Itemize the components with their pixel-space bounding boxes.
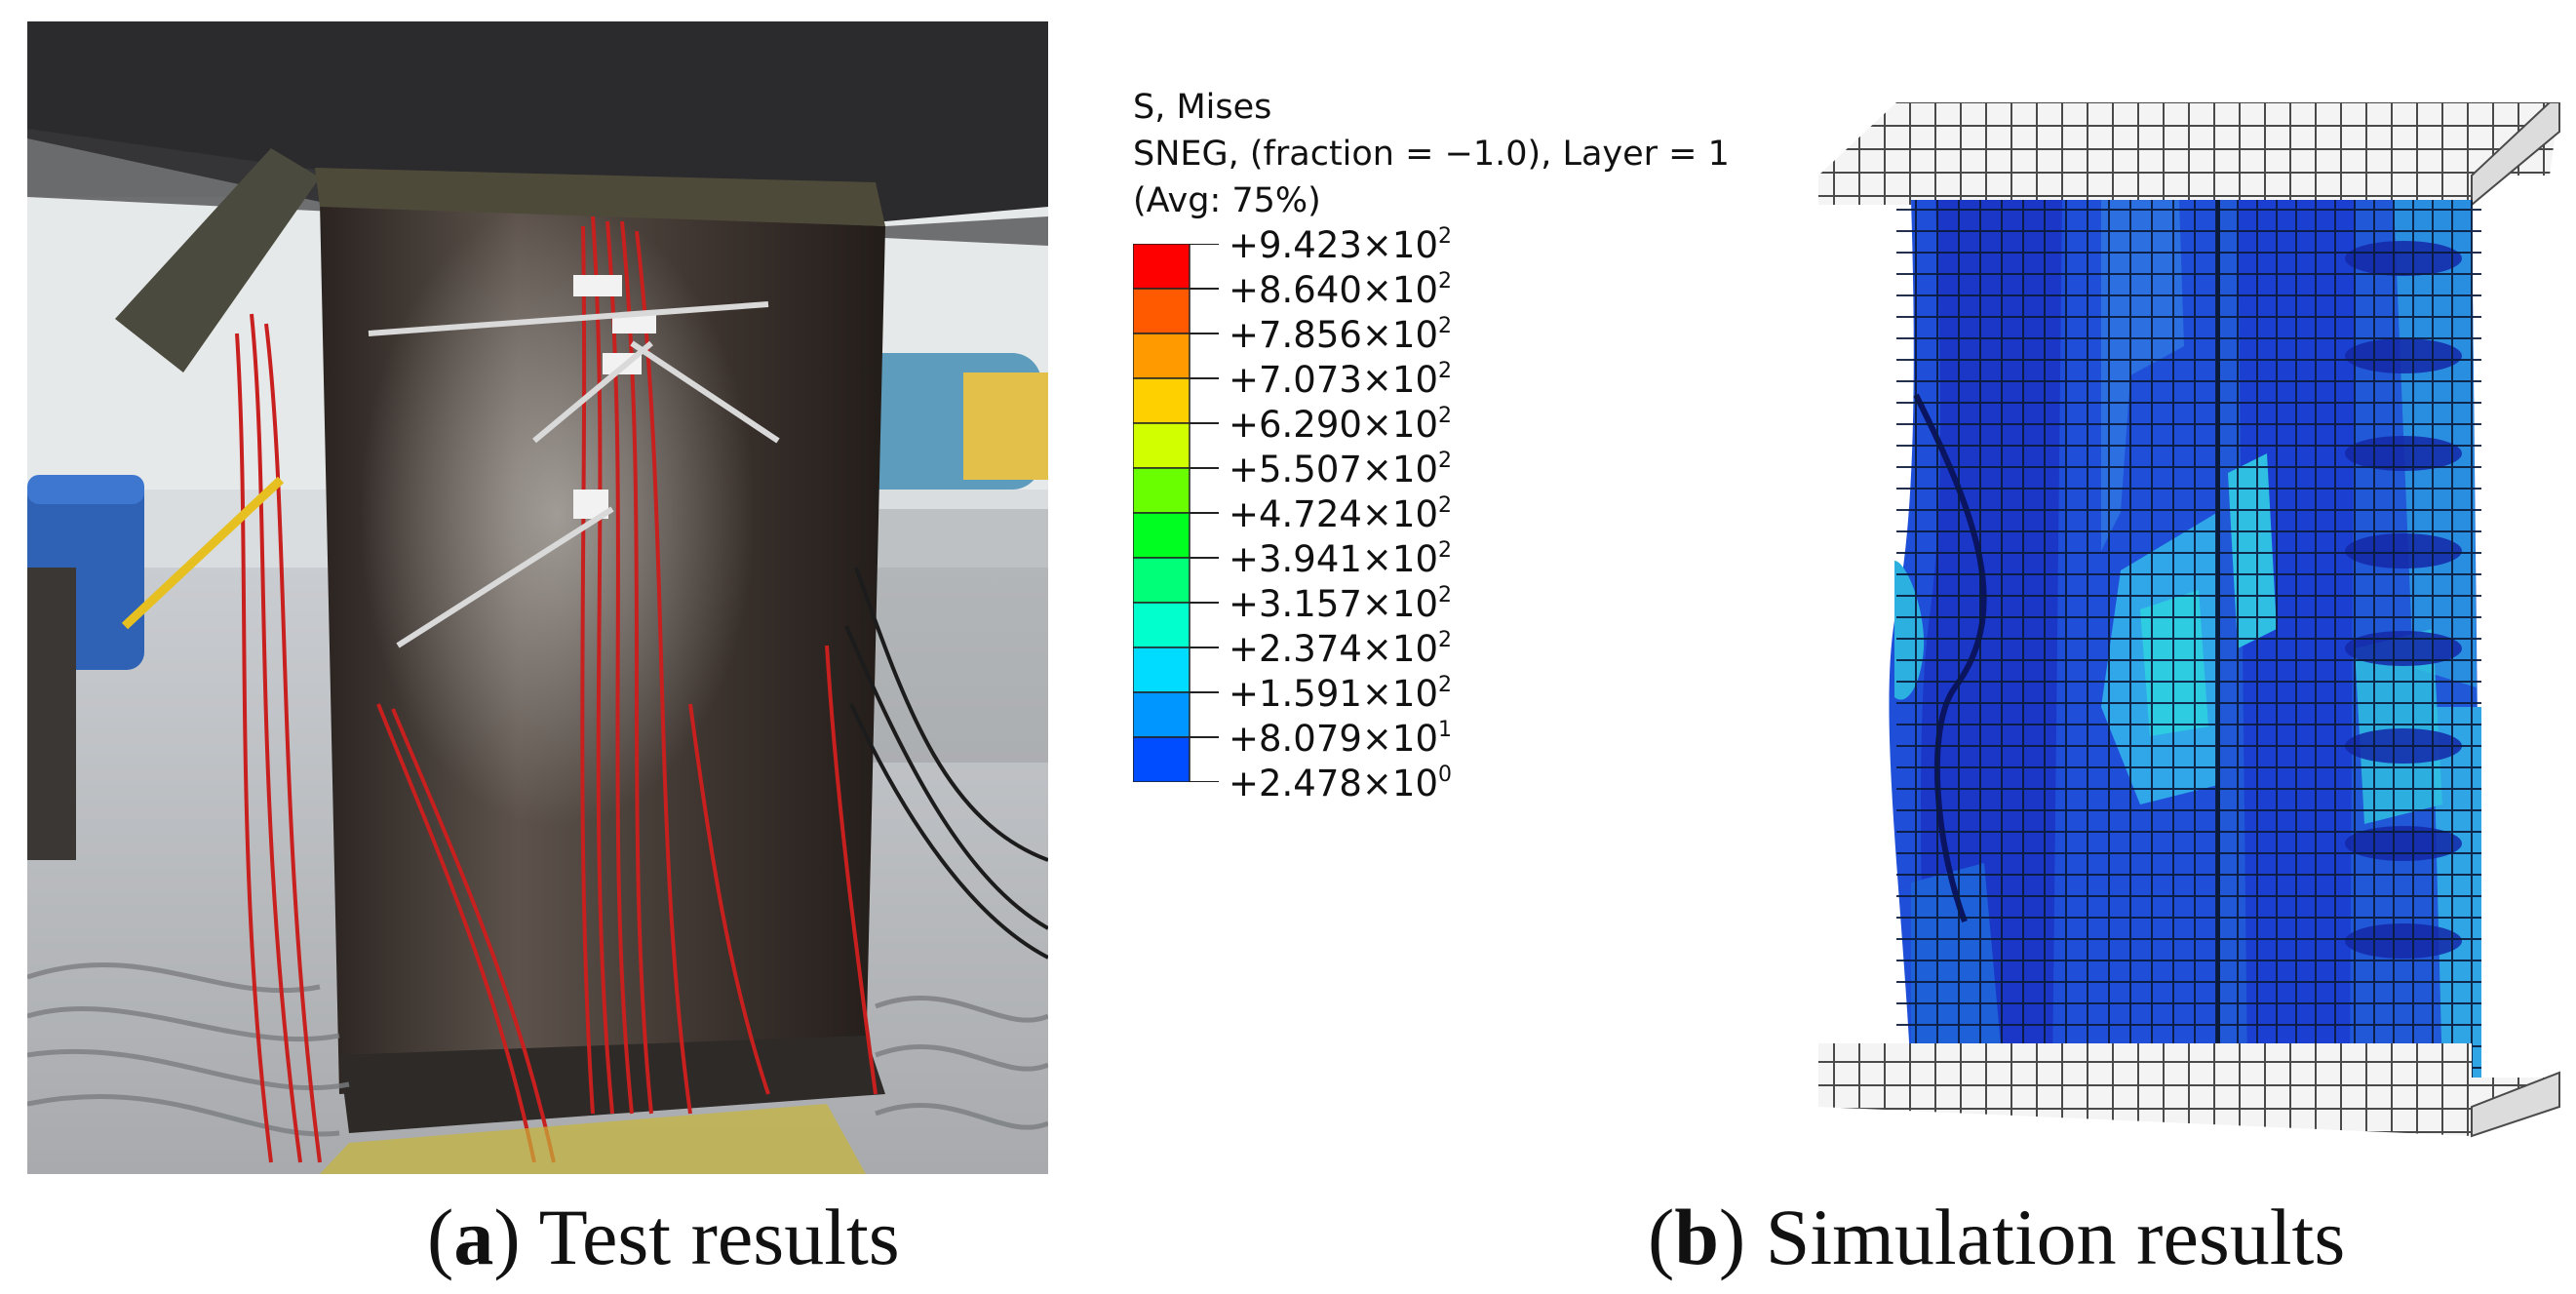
legend-subtitle: SNEG, (fraction = −1.0), Layer = 1	[1133, 135, 1730, 174]
legend-swatch	[1133, 736, 1190, 782]
legend-value: +8.640×102	[1229, 269, 1453, 311]
legend-value: +2.478×100	[1229, 763, 1453, 804]
legend-value: +5.507×102	[1229, 449, 1453, 490]
legend-value: +4.724×102	[1229, 493, 1453, 535]
caption-a-text: Test results	[538, 1193, 900, 1281]
legend-value: +1.591×102	[1229, 673, 1453, 715]
legend-value-exponent: 2	[1438, 404, 1453, 428]
legend-value-mantissa: +1.591×10	[1229, 673, 1439, 715]
legend-value-exponent: 2	[1438, 583, 1453, 608]
legend-swatch	[1133, 244, 1190, 290]
legend-value-mantissa: +2.374×10	[1229, 628, 1439, 670]
test-photo	[27, 21, 1048, 1174]
caption-b: (b) Simulation results	[1648, 1193, 2346, 1281]
stress-legend: S, Mises SNEG, (fraction = −1.0), Layer …	[1133, 86, 1815, 802]
caption-a-letter: a	[453, 1193, 494, 1281]
legend-value-exponent: 0	[1438, 763, 1453, 787]
legend-value-mantissa: +9.423×10	[1229, 224, 1439, 266]
legend-swatch	[1133, 288, 1190, 334]
legend-value-mantissa: +2.478×10	[1229, 763, 1439, 804]
legend-value-exponent: 2	[1438, 538, 1453, 563]
legend-swatch	[1133, 647, 1190, 693]
legend-title: S, Mises	[1133, 88, 1272, 127]
legend-value-mantissa: +8.079×10	[1229, 718, 1439, 760]
legend-value: +3.157×102	[1229, 583, 1453, 625]
legend-value-mantissa: +4.724×10	[1229, 493, 1439, 535]
legend-color-bar	[1133, 244, 1219, 782]
legend-value-exponent: 2	[1438, 224, 1453, 249]
legend-value: +6.290×102	[1229, 404, 1453, 446]
legend-value-mantissa: +7.856×10	[1229, 314, 1439, 356]
legend-swatch	[1133, 602, 1190, 648]
legend-value-exponent: 2	[1438, 269, 1453, 294]
legend-value: +3.941×102	[1229, 538, 1453, 580]
legend-value-exponent: 2	[1438, 314, 1453, 338]
legend-value-mantissa: +3.157×10	[1229, 583, 1439, 625]
legend-swatch	[1133, 422, 1190, 469]
legend-value-exponent: 2	[1438, 628, 1453, 652]
caption-b-text: Simulation results	[1765, 1193, 2346, 1281]
legend-swatch	[1133, 691, 1190, 738]
legend-value: +9.423×102	[1229, 224, 1453, 266]
legend-value-mantissa: +7.073×10	[1229, 359, 1439, 401]
legend-value-mantissa: +3.941×10	[1229, 538, 1439, 580]
legend-swatch	[1133, 557, 1190, 604]
legend-value-mantissa: +5.507×10	[1229, 449, 1439, 490]
legend-value-exponent: 2	[1438, 449, 1453, 473]
legend-value: +8.079×101	[1229, 718, 1453, 760]
legend-value-exponent: 2	[1438, 359, 1453, 383]
legend-value: +7.856×102	[1229, 314, 1453, 356]
legend-swatch	[1133, 377, 1190, 424]
legend-value-exponent: 2	[1438, 673, 1453, 697]
legend-average: (Avg: 75%)	[1133, 181, 1321, 220]
simulation-model	[1818, 102, 2560, 1138]
caption-b-letter: b	[1674, 1193, 1719, 1281]
legend-swatch	[1133, 512, 1190, 559]
legend-swatch	[1133, 467, 1190, 514]
legend-value-exponent: 1	[1438, 718, 1453, 742]
legend-value-exponent: 2	[1438, 493, 1453, 518]
legend-swatch	[1133, 333, 1190, 379]
legend-value-mantissa: +8.640×10	[1229, 269, 1439, 311]
legend-value-mantissa: +6.290×10	[1229, 404, 1439, 446]
legend-value: +7.073×102	[1229, 359, 1453, 401]
legend-value: +2.374×102	[1229, 628, 1453, 670]
caption-a: (a) Test results	[427, 1193, 900, 1281]
